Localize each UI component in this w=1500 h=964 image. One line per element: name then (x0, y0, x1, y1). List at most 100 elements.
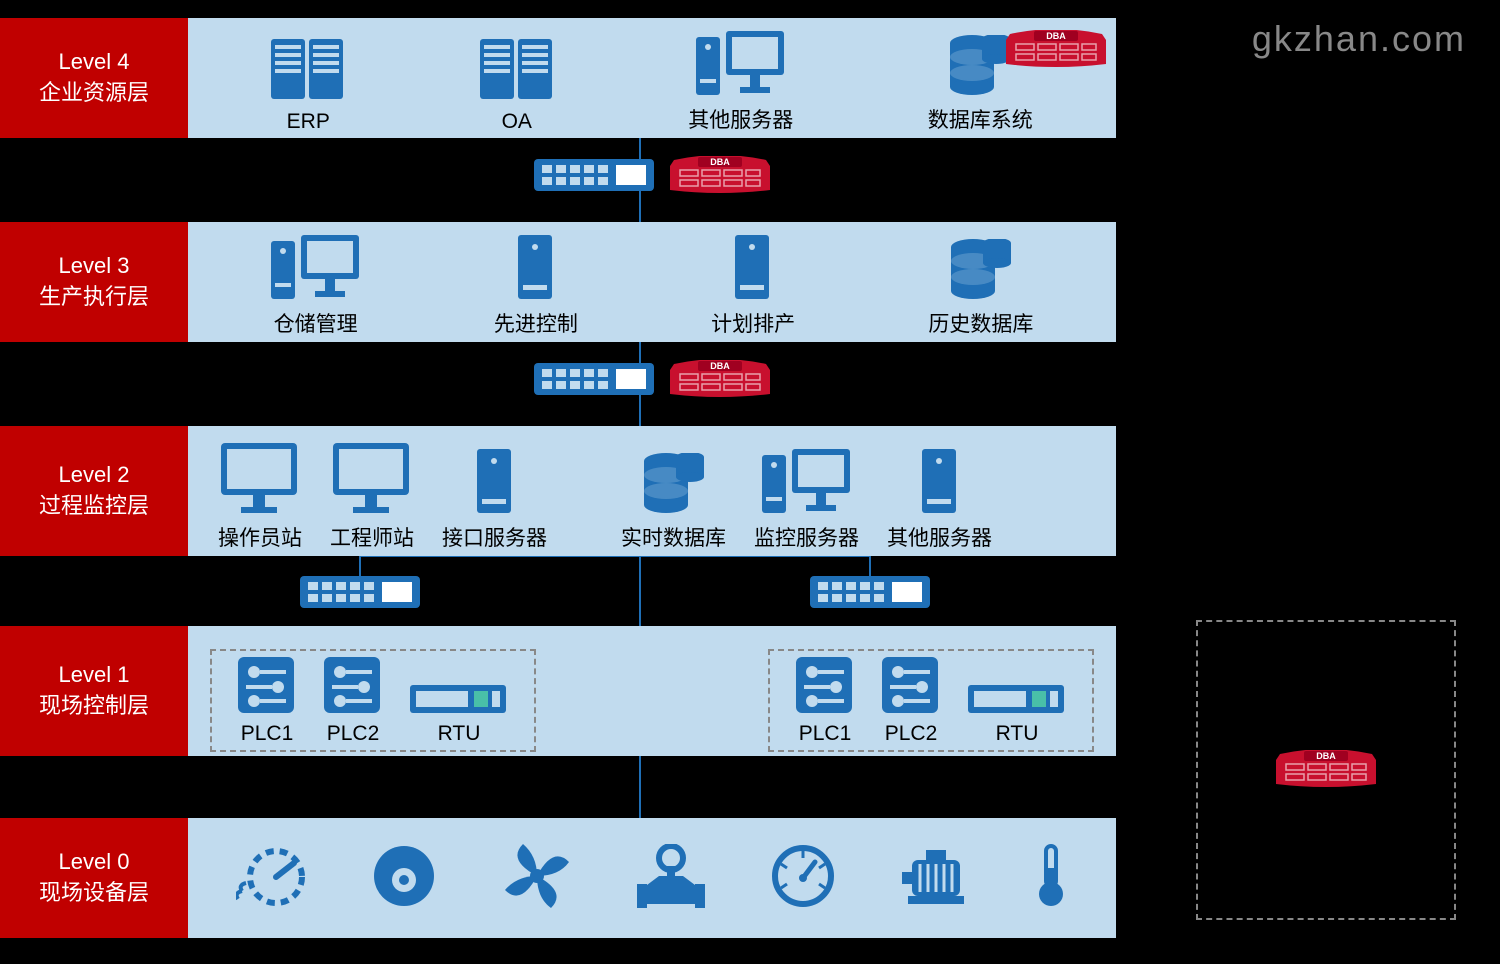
scheduling-icon (735, 235, 771, 306)
item-label: RTU (438, 722, 481, 746)
item-label: 监控服务器 (754, 522, 859, 552)
layer-label-l2: Level 2过程监控层 (0, 426, 188, 556)
layer-body-l0 (188, 818, 1116, 938)
item-label: 先进控制 (494, 308, 578, 338)
dba-appliance (1006, 30, 1106, 75)
gauge-icon (771, 844, 837, 915)
l1-switch-1 (810, 576, 930, 615)
switch-icon (534, 159, 654, 198)
db-system-icon (948, 35, 1012, 102)
rtu-b: RTU (968, 685, 1066, 746)
item-label: ERP (287, 110, 330, 134)
speed-sensor-icon (236, 845, 308, 914)
layer-body-l3: 仓储管理 先进控制 计划排产 历史数据库 (188, 222, 1116, 342)
item-label: 历史数据库 (928, 308, 1033, 338)
apc: 先进控制 (494, 235, 578, 338)
layer-title-en: Level 2 (0, 460, 188, 491)
scheduling: 计划排产 (711, 235, 795, 338)
item-label: PLC1 (799, 722, 852, 746)
interface-server: 接口服务器 (442, 449, 547, 552)
interface-server-icon (477, 449, 513, 520)
dba-appliance-icon (670, 156, 770, 201)
item-label: RTU (996, 722, 1039, 746)
thermometer-icon (1036, 844, 1068, 915)
layer-label-l4: Level 4企业资源层 (0, 18, 188, 138)
plc1-b-icon (796, 657, 854, 720)
item-label: PLC2 (885, 722, 938, 746)
control-group-1: PLC1 PLC2 RTU (768, 649, 1094, 752)
historian: 历史数据库 (928, 239, 1033, 338)
item-label: PLC2 (327, 722, 380, 746)
layer-title-en: Level 0 (0, 847, 188, 878)
other-server-2: 其他服务器 (887, 449, 992, 552)
other-server-2-icon (922, 449, 958, 520)
layer-body-l1: PLC1 PLC2 RTU PLC1 PLC2 RTU (188, 626, 1116, 756)
item-label: 接口服务器 (442, 522, 547, 552)
erp-icon (271, 39, 345, 108)
erp: ERP (271, 39, 345, 134)
operator-station: 操作员站 (218, 443, 302, 552)
item-label: 其他服务器 (887, 522, 992, 552)
historian-icon (949, 239, 1013, 306)
scada-server-icon (762, 449, 852, 520)
item-label: PLC1 (241, 722, 294, 746)
plc2-a-icon (324, 657, 382, 720)
rtu-a: RTU (410, 685, 508, 746)
valve-icon (637, 844, 707, 915)
layer-title-cn: 生产执行层 (0, 282, 188, 313)
layer-l3: Level 3生产执行层仓储管理 先进控制 计划排产 历史数据库 (0, 222, 1116, 342)
layer-l1: Level 1现场控制层 PLC1 PLC2 RTU PLC1 PLC2 RTU (0, 626, 1116, 756)
operator-station-icon (221, 443, 299, 520)
oa: OA (480, 39, 554, 134)
engineer-station: 工程师站 (330, 443, 414, 552)
rtu-b-icon (968, 685, 1066, 720)
layer-title-en: Level 1 (0, 660, 188, 691)
plc1-b: PLC1 (796, 657, 854, 746)
layer-title-cn: 现场控制层 (0, 691, 188, 722)
layer-body-l4: ERP OA 其他服务器 数据库系统 (188, 18, 1116, 138)
layer-label-l1: Level 1现场控制层 (0, 626, 188, 756)
layer-l2: Level 2过程监控层操作员站工程师站接口服务器 实时数据库监控服务器其他服务器 (0, 426, 1116, 556)
scada-server: 监控服务器 (754, 449, 859, 552)
layer-body-l2: 操作员站工程师站接口服务器 实时数据库监控服务器其他服务器 (188, 426, 1116, 556)
valve (637, 844, 707, 915)
gauge (771, 844, 837, 915)
plc1-a-icon (238, 657, 296, 720)
fan-icon (503, 842, 573, 917)
speed-sensor (236, 845, 308, 914)
item-label: OA (502, 110, 532, 134)
wms: 仓储管理 (271, 235, 361, 338)
oa-icon (480, 39, 554, 108)
item-label: 工程师站 (330, 522, 414, 552)
layer-title-cn: 现场设备层 (0, 878, 188, 909)
interlayer-switch-1 (188, 360, 1116, 405)
item-label: 实时数据库 (621, 522, 726, 552)
item-label: 仓储管理 (274, 308, 358, 338)
item-label: 操作员站 (218, 522, 302, 552)
control-group-0: PLC1 PLC2 RTU (210, 649, 536, 752)
apc-icon (518, 235, 554, 306)
interlayer-switch-0 (188, 156, 1116, 201)
watermark: gkzhan.com (1252, 18, 1466, 60)
rtu-a-icon (410, 685, 508, 720)
motor-icon (902, 846, 972, 913)
rtdb: 实时数据库 (621, 453, 726, 552)
plc2-b: PLC2 (882, 657, 940, 746)
item-label: 其他服务器 (688, 104, 793, 134)
plc2-a: PLC2 (324, 657, 382, 746)
layer-title-en: Level 3 (0, 251, 188, 282)
side-dba-box (1196, 620, 1456, 920)
plc1-a: PLC1 (238, 657, 296, 746)
plc2-b-icon (882, 657, 940, 720)
wms-icon (271, 235, 361, 306)
item-label: 计划排产 (711, 308, 795, 338)
motor (902, 846, 972, 913)
camera (372, 844, 438, 915)
thermometer (1036, 844, 1068, 915)
item-label: 数据库系统 (928, 104, 1033, 134)
other-server-icon (696, 31, 786, 102)
dba-appliance-icon (670, 360, 770, 405)
other-server: 其他服务器 (688, 31, 793, 134)
layer-l4: Level 4企业资源层 ERP OA 其他服务器 数据库系统 (0, 18, 1116, 138)
fan (503, 842, 573, 917)
